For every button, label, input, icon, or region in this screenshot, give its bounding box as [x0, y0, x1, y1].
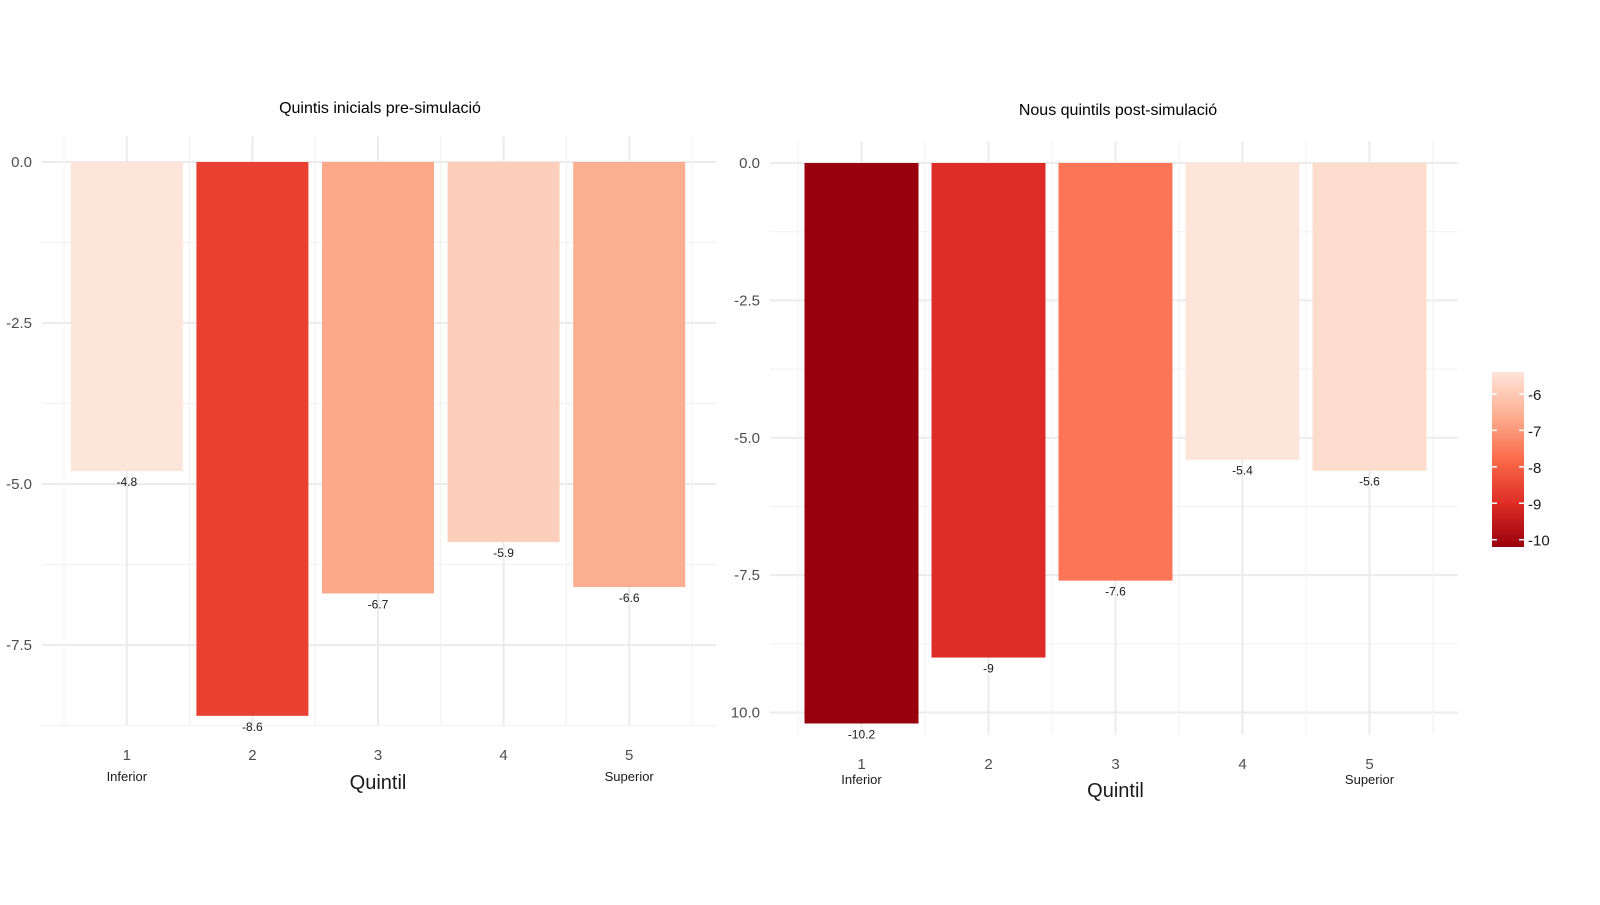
chart-title: Nous quintils post-simulació — [1019, 102, 1217, 119]
x-tick-label: 2 — [984, 756, 992, 773]
x-tick-label: 1 — [123, 747, 131, 764]
data-label: -8.6 — [242, 720, 263, 734]
x-tick-label: 4 — [1238, 756, 1246, 773]
x-tick-label: 1 — [857, 756, 865, 773]
y-tick-label: 0.0 — [11, 154, 32, 171]
data-label: -5.6 — [1359, 475, 1380, 489]
x-tick-label: 4 — [499, 747, 507, 764]
colorbar-label: -7 — [1528, 423, 1541, 440]
y-tick-label: -2.5 — [734, 292, 760, 309]
data-label: -5.9 — [493, 546, 514, 560]
bar-quintil-1 — [70, 162, 183, 472]
x-tick-label: 5 — [1365, 756, 1373, 773]
x-tick-sublabel: Inferior — [841, 772, 882, 787]
bar-quintil-5 — [573, 162, 686, 588]
data-label: -4.8 — [116, 475, 137, 489]
chart-panel-pre-simulation: -4.8 -8.6 -6.7 -5.9 -6.6 0.0 -2.5 -5.0 -7.5 1 Infe… — [6, 100, 716, 794]
bar-quintil-4 — [1185, 163, 1300, 460]
y-tick-label: -7.5 — [6, 637, 32, 654]
colorbar-label: -10 — [1528, 533, 1550, 550]
bar-quintil-2 — [931, 163, 1046, 658]
data-label: -5.4 — [1232, 464, 1253, 478]
x-axis-title: Quintil — [350, 772, 407, 794]
bar-quintil-4 — [447, 162, 560, 542]
bar-quintil-5 — [1312, 163, 1427, 471]
x-tick-label: 3 — [374, 747, 382, 764]
x-tick-sublabel: Superior — [605, 769, 655, 784]
data-label: -6.6 — [619, 591, 640, 605]
data-label: -10.2 — [848, 727, 876, 741]
x-tick-label: 2 — [248, 747, 256, 764]
x-tick-sublabel: Superior — [1345, 772, 1395, 787]
colorbar-legend: -6 -7 -8 -9 -10 — [1492, 372, 1550, 550]
data-label: -7.6 — [1105, 585, 1126, 599]
bar-quintil-3 — [322, 162, 434, 594]
y-tick-label: -2.5 — [6, 315, 32, 332]
colorbar-label: -6 — [1528, 387, 1541, 404]
y-tick-label: -5.0 — [6, 476, 32, 493]
data-label: -6.7 — [368, 597, 389, 611]
y-tick-label: -7.5 — [734, 567, 760, 584]
colorbar-label: -9 — [1528, 496, 1541, 513]
bar-quintil-1 — [804, 163, 919, 724]
y-tick-label: 0.0 — [739, 155, 760, 172]
x-tick-sublabel: Inferior — [107, 769, 148, 784]
y-tick-label: 10.0 — [731, 705, 760, 722]
x-tick-label: 5 — [625, 747, 633, 764]
chart-title: Quintis inicials pre-simulació — [279, 100, 481, 117]
y-tick-label: -5.0 — [734, 430, 760, 447]
colorbar — [1492, 372, 1524, 547]
colorbar-label: -8 — [1528, 460, 1541, 477]
bar-quintil-2 — [196, 162, 309, 716]
chart-panel-post-simulation: -10.2 -9 -7.6 -5.4 -5.6 0.0 -2.5 -5.0 -7.5 10.0 1I… — [731, 102, 1458, 802]
data-label: -9 — [983, 662, 994, 676]
x-tick-label: 3 — [1111, 756, 1119, 773]
x-axis-title: Quintil — [1087, 780, 1144, 802]
bar-quintil-3 — [1058, 163, 1173, 581]
